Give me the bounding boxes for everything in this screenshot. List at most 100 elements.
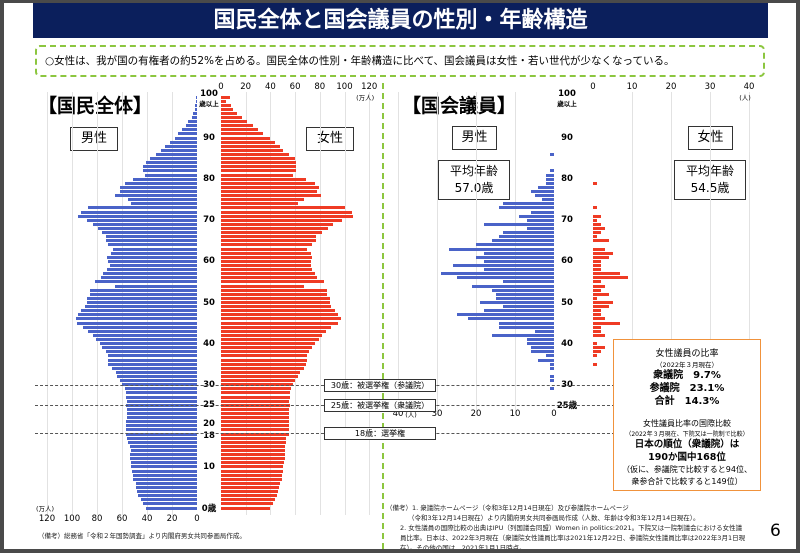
male-bar bbox=[135, 485, 197, 489]
female-bar bbox=[221, 185, 319, 189]
female-bar bbox=[221, 407, 289, 411]
female-bar bbox=[221, 148, 283, 152]
female-bar bbox=[593, 342, 597, 346]
x-tick-label-male: 120 bbox=[38, 514, 56, 524]
female-bar bbox=[221, 374, 298, 378]
male-bar bbox=[550, 362, 554, 366]
female-bar bbox=[221, 181, 315, 185]
x-tick-label-male: 40 bbox=[392, 409, 404, 419]
female-bar bbox=[593, 222, 601, 226]
male-bar bbox=[503, 202, 554, 206]
male-bar bbox=[130, 461, 197, 465]
male-bar bbox=[550, 374, 554, 378]
male-bar bbox=[94, 280, 197, 284]
male-bar bbox=[132, 469, 197, 473]
male-bar bbox=[124, 181, 197, 185]
male-bar bbox=[127, 407, 197, 411]
female-bar bbox=[221, 416, 289, 420]
male-bar bbox=[80, 210, 197, 214]
female-bar bbox=[593, 227, 605, 231]
x-tick-label-male: 20 bbox=[470, 409, 482, 419]
male-bar bbox=[105, 350, 197, 354]
female-bar bbox=[593, 350, 601, 354]
male-bar bbox=[169, 140, 197, 144]
section-divider bbox=[382, 83, 384, 549]
male-bar bbox=[105, 235, 197, 239]
male-bar bbox=[542, 198, 554, 202]
male-bar bbox=[125, 395, 197, 399]
chart-layer: 0 0 20 20 40 40 60 60 80 80 100 100 120 120 (万人) (万人) 10… bbox=[4, 3, 796, 549]
male-bar bbox=[114, 284, 197, 288]
male-bar bbox=[89, 288, 197, 292]
female-bar bbox=[221, 218, 343, 222]
male-bar bbox=[526, 218, 554, 222]
male-bar bbox=[550, 379, 554, 383]
male-bar bbox=[534, 194, 554, 198]
female-bar bbox=[593, 259, 601, 263]
male-bar bbox=[195, 99, 197, 103]
male-bar bbox=[102, 231, 197, 235]
female-bar bbox=[221, 120, 247, 124]
female-bar bbox=[221, 276, 318, 280]
ratio-total: 合計 14.3% bbox=[654, 396, 720, 407]
female-bar bbox=[221, 239, 317, 243]
female-bar bbox=[221, 366, 304, 370]
male-bar bbox=[195, 103, 197, 107]
male-bar bbox=[140, 498, 197, 502]
female-bar bbox=[221, 227, 329, 231]
female-bar bbox=[221, 321, 339, 325]
male-bar bbox=[112, 366, 197, 370]
unit-label-bottom: (万人) bbox=[35, 505, 55, 513]
x-tick-label-female: 0 bbox=[590, 82, 596, 92]
x-tick-label-male: 30 bbox=[431, 409, 443, 419]
x-tick-label-female: 20 bbox=[665, 82, 677, 92]
male-bar bbox=[113, 247, 197, 251]
age-label: 30 bbox=[203, 379, 215, 390]
female-bar bbox=[593, 251, 613, 255]
age-label: 40 bbox=[561, 338, 573, 349]
female-bar bbox=[221, 309, 335, 313]
voting-age: 18歳：選挙権 bbox=[324, 427, 436, 440]
female-bar bbox=[593, 288, 601, 292]
female-bar bbox=[221, 124, 254, 128]
age-label: 100 bbox=[200, 89, 218, 99]
male-bar bbox=[550, 387, 554, 391]
x-tick-label-female: 0 bbox=[218, 82, 224, 92]
male-bar bbox=[495, 296, 554, 300]
x-tick-label-male: 10 bbox=[509, 409, 521, 419]
female-bar bbox=[221, 498, 276, 502]
female-bar bbox=[593, 268, 601, 272]
male-bar bbox=[133, 473, 197, 477]
male-bar bbox=[119, 379, 197, 383]
male-bar bbox=[93, 333, 197, 337]
female-bar bbox=[221, 116, 242, 120]
x-tick-label-female: 40 bbox=[743, 82, 755, 92]
female-bar bbox=[221, 325, 331, 329]
x-tick-label-female: 40 bbox=[264, 82, 276, 92]
male-bar bbox=[526, 337, 554, 341]
female-bar bbox=[593, 284, 605, 288]
female-bar bbox=[593, 313, 601, 317]
male-bar bbox=[135, 481, 197, 485]
female-bar bbox=[221, 243, 313, 247]
female-bar bbox=[221, 436, 287, 440]
female-bar bbox=[221, 313, 339, 317]
x-tick-label-male: 20 bbox=[166, 514, 178, 524]
male-bar bbox=[87, 218, 197, 222]
age-label: 80 bbox=[203, 174, 215, 185]
male-bar bbox=[483, 309, 554, 313]
male-bar bbox=[89, 292, 197, 296]
male-bar bbox=[119, 185, 197, 189]
male-bar bbox=[103, 272, 197, 276]
male-bar bbox=[102, 346, 197, 350]
female-bar bbox=[221, 222, 334, 226]
x-tick-label-female: 60 bbox=[289, 82, 301, 92]
male-bar bbox=[491, 239, 554, 243]
male-bar bbox=[124, 387, 197, 391]
x-tick-label-male: 0 bbox=[194, 514, 200, 524]
male-bar bbox=[98, 227, 197, 231]
female-bar bbox=[221, 485, 280, 489]
note-1b: （令和3年12月14日現在）より内閣府男女共同参画局作成（人数、年齢は令和3年1… bbox=[408, 514, 700, 522]
female-bar bbox=[593, 333, 605, 337]
female-bar bbox=[593, 239, 609, 243]
